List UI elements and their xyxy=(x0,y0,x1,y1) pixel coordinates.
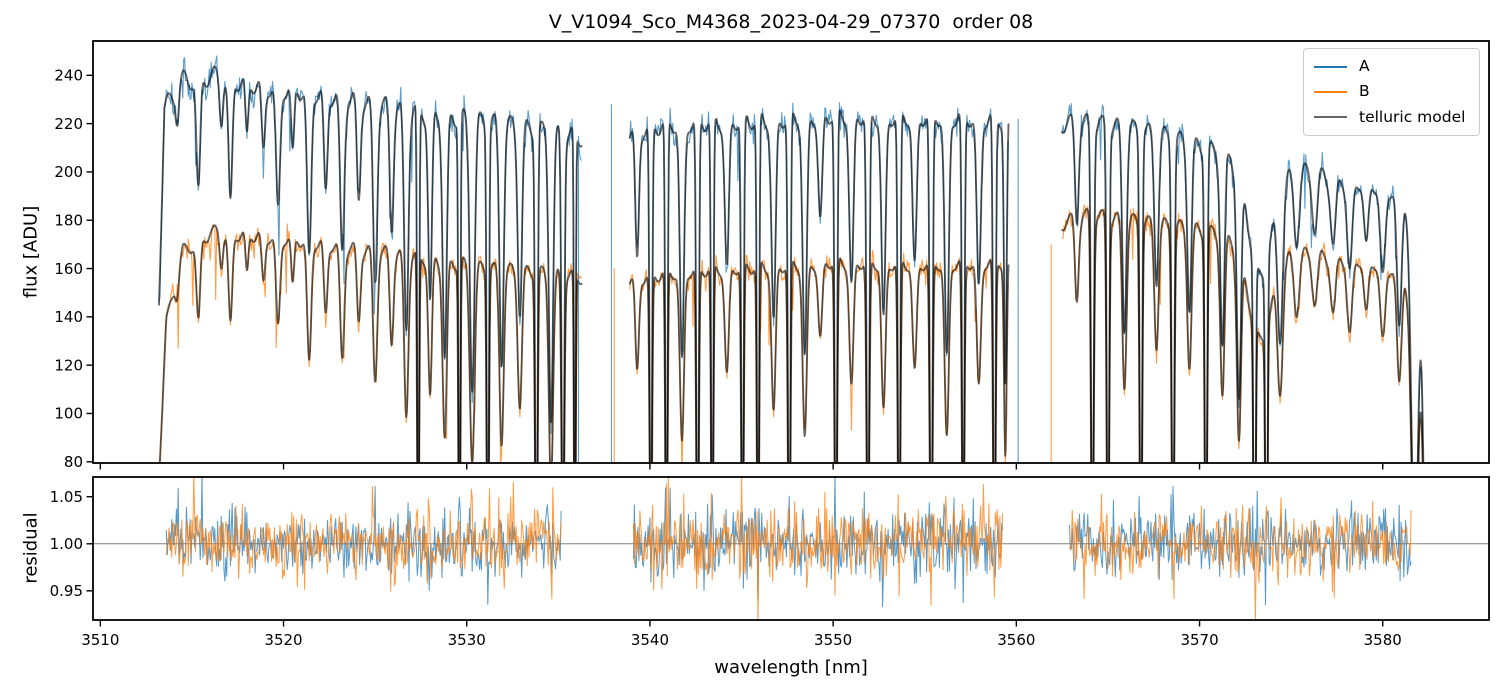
flux-y-tick-label: 120 xyxy=(54,356,83,374)
residual-panel-series xyxy=(93,477,1489,620)
residual-axes-frame xyxy=(92,476,1490,621)
legend-label-telluric: telluric model xyxy=(1359,107,1466,126)
flux-y-tick-label: 100 xyxy=(54,405,83,423)
telluric-model-over-A-seg3 xyxy=(1061,113,1425,463)
legend: A B telluric model xyxy=(1303,48,1480,136)
x-tick-label: 3580 xyxy=(1364,631,1402,649)
x-tick-label: 3530 xyxy=(448,631,486,649)
telluric-model-over-B-seg3 xyxy=(1061,208,1424,463)
legend-label-b: B xyxy=(1359,82,1370,101)
x-tick-label: 3560 xyxy=(997,631,1035,649)
residual-y-axis-label: residual xyxy=(20,512,42,584)
x-tick-label: 3510 xyxy=(81,631,119,649)
flux-y-tick-label: 140 xyxy=(54,308,83,326)
legend-line-a-icon xyxy=(1314,65,1347,68)
legend-item-a: A xyxy=(1314,54,1469,79)
spectrum-B-seg3 xyxy=(1061,204,1424,463)
x-tick-label: 3520 xyxy=(264,631,302,649)
flux-axes-frame xyxy=(92,40,1490,464)
flux-y-tick-label: 220 xyxy=(54,115,83,133)
residual-B residual-seg2 xyxy=(632,477,1004,620)
telluric-model-over-B-seg1 xyxy=(158,224,583,463)
residual-B residual-seg1 xyxy=(165,477,562,600)
flux-panel-series xyxy=(158,55,1425,463)
x-tick-label: 3550 xyxy=(814,631,852,649)
plot-title: V_V1094_Sco_M4368_2023-04-29_07370 order… xyxy=(548,11,1034,33)
flux-y-axis-label: flux [ADU] xyxy=(20,205,42,299)
x-tick-label: 3540 xyxy=(631,631,669,649)
flux-y-tick-label: 200 xyxy=(54,163,83,181)
legend-item-b: B xyxy=(1314,79,1469,104)
flux-y-tick-label: 180 xyxy=(54,211,83,229)
telluric-model-over-B-seg2 xyxy=(628,257,1010,463)
telluric-model-over-A-seg2 xyxy=(628,109,1010,463)
residual-A residual-seg1 xyxy=(165,477,562,605)
legend-line-telluric-icon xyxy=(1314,116,1347,119)
legend-label-a: A xyxy=(1359,56,1370,75)
residual-B residual-seg3 xyxy=(1069,493,1412,620)
legend-line-b-icon xyxy=(1314,90,1347,93)
flux-y-tick-label: 160 xyxy=(54,260,83,278)
residual-y-tick-label: 1.00 xyxy=(50,535,83,553)
x-tick-label: 3570 xyxy=(1180,631,1218,649)
residual-y-tick-label: 1.05 xyxy=(50,488,83,506)
x-axis-label: wavelength [nm] xyxy=(714,657,868,678)
flux-y-tick-label: 80 xyxy=(64,453,83,471)
legend-item-telluric-model: telluric model xyxy=(1314,105,1469,130)
residual-y-tick-label: 0.95 xyxy=(50,582,83,600)
flux-y-tick-label: 240 xyxy=(54,67,83,85)
residual-A residual-seg3 xyxy=(1069,485,1412,606)
telluric-model-over-A-seg1 xyxy=(158,65,583,463)
